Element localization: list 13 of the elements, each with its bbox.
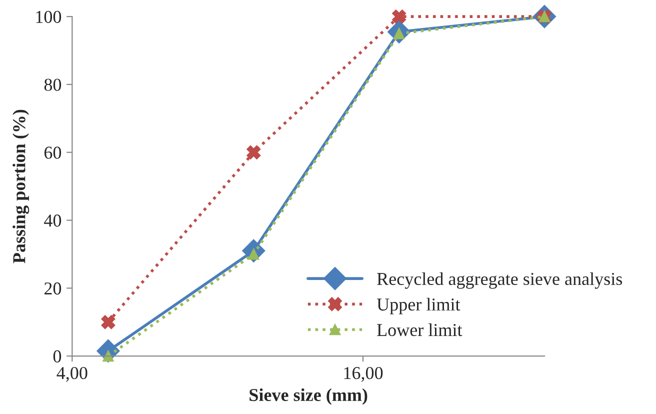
y-tick-label: 100 [36,10,62,23]
legend-label: Upper limit [376,298,460,314]
legend-label: Recycled aggregate sieve analysis [377,272,622,289]
y-tick-label: 60 [44,146,62,159]
y-tick-label: 0 [53,350,62,362]
y-tick-label: 20 [44,282,62,295]
x-tick-label: 16,00 [344,366,383,382]
y-tick-label: 80 [44,78,62,91]
y-axis-title: Passing portion (%) [12,110,30,264]
x-axis-title: Sieve size (mm) [250,388,368,405]
legend-label: Lower limit [377,323,462,336]
x-tick-label: 4,00 [56,366,88,382]
y-tick-label: 40 [44,214,62,227]
